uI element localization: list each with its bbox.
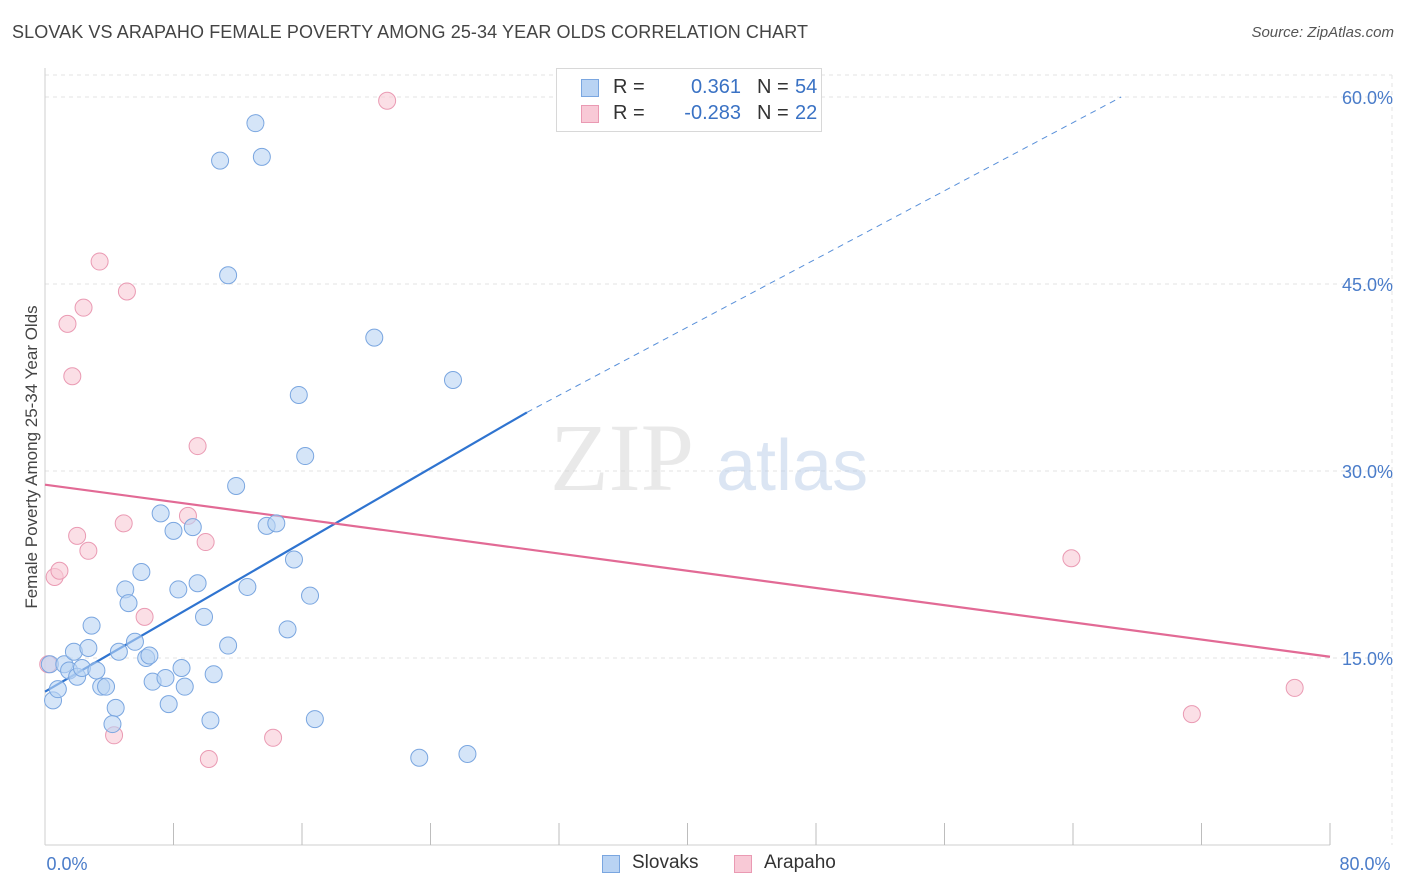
series-swatch-slovaks [602,855,620,873]
data-point-slovaks [132,562,151,581]
data-point-slovaks [219,636,238,655]
data-point-slovaks [109,642,128,661]
data-point-slovaks [267,514,286,533]
data-point-arapaho [188,437,207,456]
data-point-slovaks [301,586,320,605]
legend-r-value: -0.283 [684,102,741,124]
data-point-slovaks [246,114,265,133]
legend-swatch-arapaho [581,105,599,123]
legend-n-value: 54 [795,76,818,98]
data-point-slovaks [125,632,144,651]
grid-lines [45,74,1393,845]
data-point-slovaks [195,607,214,626]
data-point-slovaks [227,476,246,495]
data-point-slovaks [151,504,170,523]
data-point-arapaho [79,541,98,560]
data-point-arapaho [117,282,136,301]
x-tick-label: 80.0% [1339,854,1390,874]
data-point-slovaks [169,580,188,599]
data-point-slovaks [443,370,462,389]
data-point-slovaks [410,748,429,767]
data-point-slovaks [159,695,178,714]
data-points [39,91,1304,768]
data-point-slovaks [284,550,303,569]
watermark-atlas: atlas [716,426,868,506]
legend-r-label: R = [613,102,645,124]
data-point-slovaks [252,147,271,166]
data-point-slovaks [119,594,138,613]
data-point-arapaho [1062,549,1081,568]
axes [44,68,1331,846]
data-point-slovaks [278,620,297,639]
data-point-slovaks [103,715,122,734]
data-point-slovaks [183,518,202,537]
series-name-arapaho: Arapaho [764,852,836,873]
data-point-arapaho [1285,678,1304,697]
data-point-slovaks [365,328,384,347]
data-point-arapaho [58,314,77,333]
legend-r-label: R = [613,76,645,98]
data-point-arapaho [1182,705,1201,724]
data-point-arapaho [63,367,82,386]
data-point-slovaks [48,680,67,699]
data-point-slovaks [458,744,477,763]
data-point-slovaks [188,574,207,593]
data-point-arapaho [199,749,218,768]
y-axis-label: Female Poverty Among 25-34 Year Olds [22,305,41,608]
watermark: ZIP atlas [550,404,868,511]
data-point-slovaks [219,266,238,285]
data-point-arapaho [68,526,87,545]
legend-r-value: 0.361 [690,76,741,98]
data-point-slovaks [289,385,308,404]
data-point-arapaho [264,728,283,747]
data-point-arapaho [74,298,93,317]
data-point-slovaks [87,661,106,680]
data-point-slovaks [97,677,116,696]
data-point-slovaks [238,577,257,596]
data-point-slovaks [204,665,223,684]
data-point-slovaks [82,616,101,635]
watermark-zip: ZIP [550,404,694,511]
tick-labels: 15.0% 30.0% 45.0% 60.0% 0.0% 80.0% [46,88,1393,874]
y-tick-label: 15.0% [1342,649,1393,669]
data-point-slovaks [296,447,315,466]
stats-legend: R = 0.361 N = 54 R = -0.283 N = 22 [556,68,822,132]
data-point-arapaho [114,514,133,533]
data-point-slovaks [164,521,183,540]
data-point-slovaks [201,711,220,730]
data-point-slovaks [305,710,324,729]
data-point-arapaho [135,607,154,626]
chart-title: SLOVAK VS ARAPAHO FEMALE POVERTY AMONG 2… [12,22,809,42]
x-tick-label: 0.0% [46,854,87,874]
trend-line-slovaks-extension [526,96,1122,413]
y-tick-label: 30.0% [1342,462,1393,482]
source-credit: Source: ZipAtlas.com [1251,24,1394,41]
legend-swatch-slovaks [581,79,599,97]
data-point-slovaks [175,677,194,696]
data-point-slovaks [211,151,230,170]
y-tick-label: 60.0% [1342,88,1393,108]
data-point-arapaho [196,533,215,552]
data-point-slovaks [172,658,191,677]
trend-line-arapaho [44,483,1331,658]
trend-line-slovaks [44,411,528,693]
data-point-arapaho [378,91,397,110]
trend-lines [44,96,1331,693]
data-point-arapaho [90,252,109,271]
data-point-slovaks [140,646,159,665]
data-point-slovaks [79,639,98,658]
legend-n-label: N = [757,102,789,124]
series-name-slovaks: Slovaks [632,852,699,873]
data-point-slovaks [156,668,175,687]
legend-n-value: 22 [795,102,818,124]
series-swatch-arapaho [734,855,752,873]
data-point-slovaks [106,698,125,717]
y-tick-label: 45.0% [1342,275,1393,295]
legend-n-label: N = [757,76,789,98]
data-point-arapaho [50,561,69,580]
